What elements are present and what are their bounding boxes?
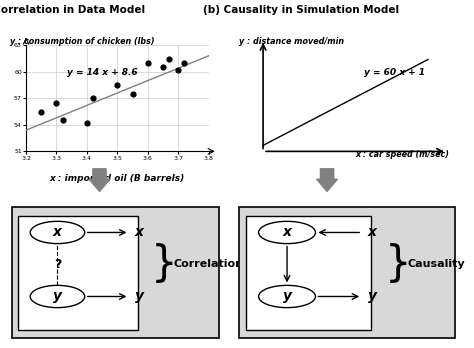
Text: y: y [368,290,377,303]
Text: y: y [53,290,62,303]
Text: Causality: Causality [408,260,465,269]
FancyArrow shape [89,169,110,191]
FancyBboxPatch shape [18,216,138,330]
Text: y = 60 x + 1: y = 60 x + 1 [364,68,425,77]
Text: x: x [283,226,292,239]
Point [37,109,45,114]
FancyBboxPatch shape [12,207,219,338]
Text: Correlation: Correlation [173,260,243,269]
Ellipse shape [259,221,316,244]
Point [114,82,121,88]
Point [165,56,173,61]
Ellipse shape [30,285,85,308]
Text: y: y [135,290,144,303]
Point [159,65,167,70]
Text: (a) Correlation in Data Model: (a) Correlation in Data Model [0,5,146,15]
Text: }: } [151,244,178,285]
Text: y : consumption of chicken (lbs): y : consumption of chicken (lbs) [10,37,155,46]
FancyArrow shape [317,169,337,191]
Point [144,60,152,66]
Ellipse shape [30,221,85,244]
Point [174,67,182,73]
FancyBboxPatch shape [239,207,456,338]
Point [89,96,97,101]
Text: (b) Causality in Simulation Model: (b) Causality in Simulation Model [203,5,399,15]
Text: x : car speed (m/sec): x : car speed (m/sec) [355,150,449,159]
Text: y: y [283,290,292,303]
Text: }: } [385,244,411,285]
Point [53,100,60,105]
Ellipse shape [259,285,316,308]
FancyBboxPatch shape [246,216,371,330]
Text: x: x [368,226,377,239]
Text: x: x [53,226,62,239]
Point [59,118,66,123]
Text: ?: ? [54,258,61,271]
Point [83,120,91,126]
Point [129,91,137,97]
Text: x: x [135,226,144,239]
Point [181,60,188,66]
Text: y = 14 x + 8.6: y = 14 x + 8.6 [67,68,138,77]
Text: y : distance moved/min: y : distance moved/min [239,37,345,46]
Text: x : imported oil (B barrels): x : imported oil (B barrels) [50,174,185,183]
